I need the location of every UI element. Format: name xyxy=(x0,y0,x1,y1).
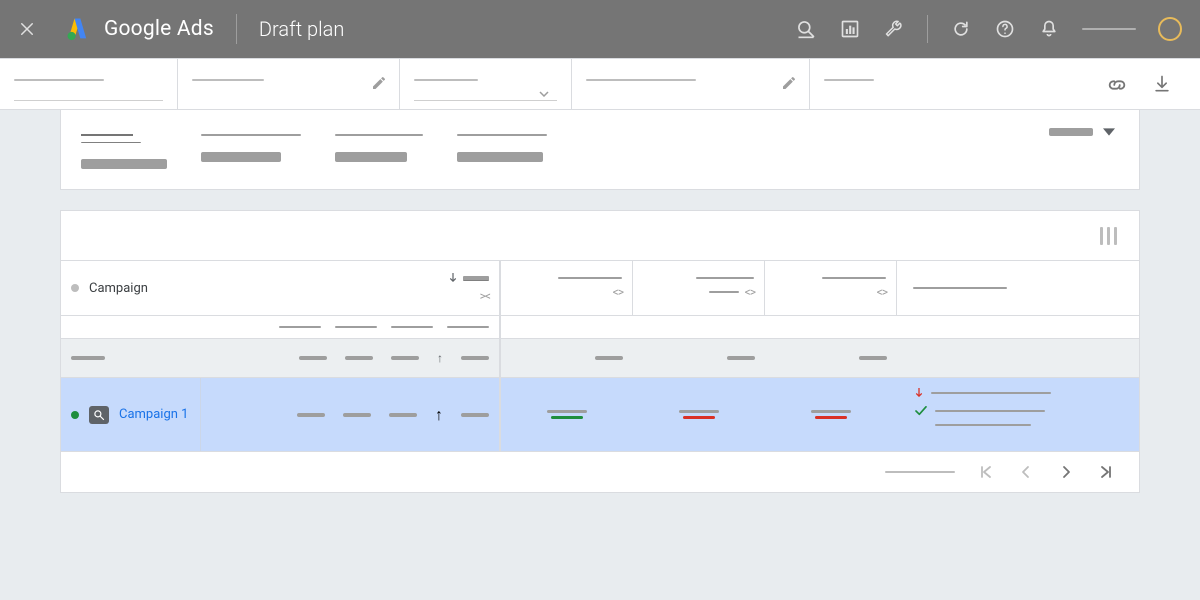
appbar-icon-sep xyxy=(927,15,928,43)
cell-b: ↑ xyxy=(201,378,501,451)
pager-range xyxy=(885,471,955,473)
table-subheader-row xyxy=(61,316,1139,339)
table-pager xyxy=(61,452,1139,492)
metric-4 xyxy=(457,134,547,162)
cell-notes xyxy=(897,378,1139,451)
th-campaign[interactable]: Campaign xyxy=(61,261,201,315)
th-e[interactable]: < > xyxy=(765,261,897,315)
table-toolbar xyxy=(61,211,1139,261)
notifications-icon[interactable] xyxy=(1038,18,1060,40)
check-green-icon xyxy=(915,406,927,416)
close-icon[interactable] xyxy=(18,20,36,38)
cell-campaign: Campaign 1 xyxy=(61,378,201,451)
account-placeholder[interactable] xyxy=(1082,28,1136,30)
summary-b: ↑ xyxy=(201,339,501,377)
table-header-row: Campaign > < < > < > < > xyxy=(61,261,1139,316)
summary-f xyxy=(897,339,1139,377)
share-link-icon[interactable] xyxy=(1106,74,1126,94)
setting-cell-1[interactable] xyxy=(0,59,178,109)
pager-first-icon[interactable] xyxy=(977,463,995,481)
pager-last-icon[interactable] xyxy=(1097,463,1115,481)
metric-2 xyxy=(201,134,301,162)
th-campaign-label: Campaign xyxy=(89,281,148,296)
account-avatar-icon[interactable] xyxy=(1158,17,1182,41)
metric-3 xyxy=(335,134,423,162)
subhead-b xyxy=(201,316,501,338)
summary-c xyxy=(501,339,633,377)
metric-1 xyxy=(81,134,167,169)
tools-icon[interactable] xyxy=(883,18,905,40)
setting-cell-3[interactable] xyxy=(400,59,572,109)
help-icon[interactable] xyxy=(994,18,1016,40)
pager-next-icon[interactable] xyxy=(1057,463,1075,481)
metrics-summary-card xyxy=(60,110,1140,190)
search-icon[interactable] xyxy=(795,18,817,40)
th-group-b[interactable]: > < xyxy=(201,261,501,315)
setting-cell-4[interactable] xyxy=(572,59,810,109)
expand-icon[interactable]: < > xyxy=(745,285,754,299)
cell-e xyxy=(765,378,897,451)
sort-arrow-down-icon xyxy=(449,273,457,283)
plan-settings-bar xyxy=(0,58,1200,110)
sort-arrow-up-icon: ↑ xyxy=(437,351,443,365)
expand-icon[interactable]: < > xyxy=(877,285,886,299)
summary-label xyxy=(61,339,201,377)
metrics-view-dropdown[interactable] xyxy=(1049,128,1115,136)
status-enabled-icon xyxy=(71,411,79,419)
th-c[interactable]: < > xyxy=(501,261,633,315)
table-summary-row: ↑ xyxy=(61,339,1139,378)
status-filter-dot-icon[interactable] xyxy=(71,284,79,292)
brand-name: Google Ads xyxy=(104,17,214,41)
arrow-down-red-icon xyxy=(915,388,923,398)
google-ads-logo-icon xyxy=(64,15,92,43)
chevron-down-icon[interactable] xyxy=(539,91,549,97)
setting-cell-5[interactable] xyxy=(810,59,920,109)
edit-icon[interactable] xyxy=(371,75,387,91)
reports-icon[interactable] xyxy=(839,18,861,40)
cell-c xyxy=(501,378,633,451)
columns-icon[interactable] xyxy=(1100,227,1117,245)
summary-d xyxy=(633,339,765,377)
refresh-icon[interactable] xyxy=(950,18,972,40)
edit-icon[interactable] xyxy=(781,75,797,91)
campaign-name-link[interactable]: Campaign 1 xyxy=(119,407,188,422)
campaigns-table-card: Campaign > < < > < > < > xyxy=(60,210,1140,493)
cell-d xyxy=(633,378,765,451)
th-f[interactable] xyxy=(897,261,1139,315)
collapse-columns-icon[interactable]: > < xyxy=(480,289,489,303)
app-bar: Google Ads Draft plan xyxy=(0,0,1200,58)
caret-down-icon xyxy=(1103,128,1115,136)
expand-icon[interactable]: < > xyxy=(613,285,622,299)
pager-prev-icon[interactable] xyxy=(1017,463,1035,481)
table-row[interactable]: Campaign 1 ↑ xyxy=(61,378,1139,452)
page-title: Draft plan xyxy=(259,17,344,41)
appbar-divider xyxy=(236,14,237,44)
setting-cell-2[interactable] xyxy=(178,59,400,109)
sort-arrow-up-icon: ↑ xyxy=(435,405,443,425)
campaign-type-search-icon xyxy=(89,406,109,424)
th-d[interactable]: < > xyxy=(633,261,765,315)
summary-e xyxy=(765,339,897,377)
download-icon[interactable] xyxy=(1152,74,1172,94)
